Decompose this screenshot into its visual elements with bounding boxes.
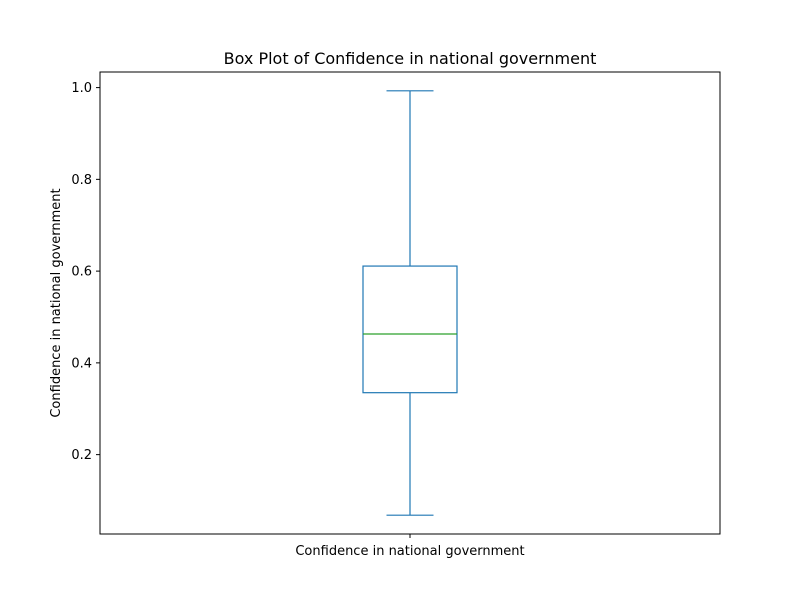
y-tick-label: 0.6 (71, 265, 92, 280)
plot-area (362, 90, 458, 516)
y-tick-label: 0.2 (71, 448, 92, 463)
y-tick-label: 1.0 (71, 81, 92, 96)
y-axis-label: Confidence in national government (49, 188, 64, 417)
y-tick-label: 0.8 (71, 173, 92, 188)
y-tick-label: 0.4 (71, 356, 92, 371)
x-tick-label: Confidence in national government (295, 544, 524, 559)
iqr-box (362, 265, 458, 394)
chart-title: Box Plot of Confidence in national gover… (224, 49, 597, 68)
